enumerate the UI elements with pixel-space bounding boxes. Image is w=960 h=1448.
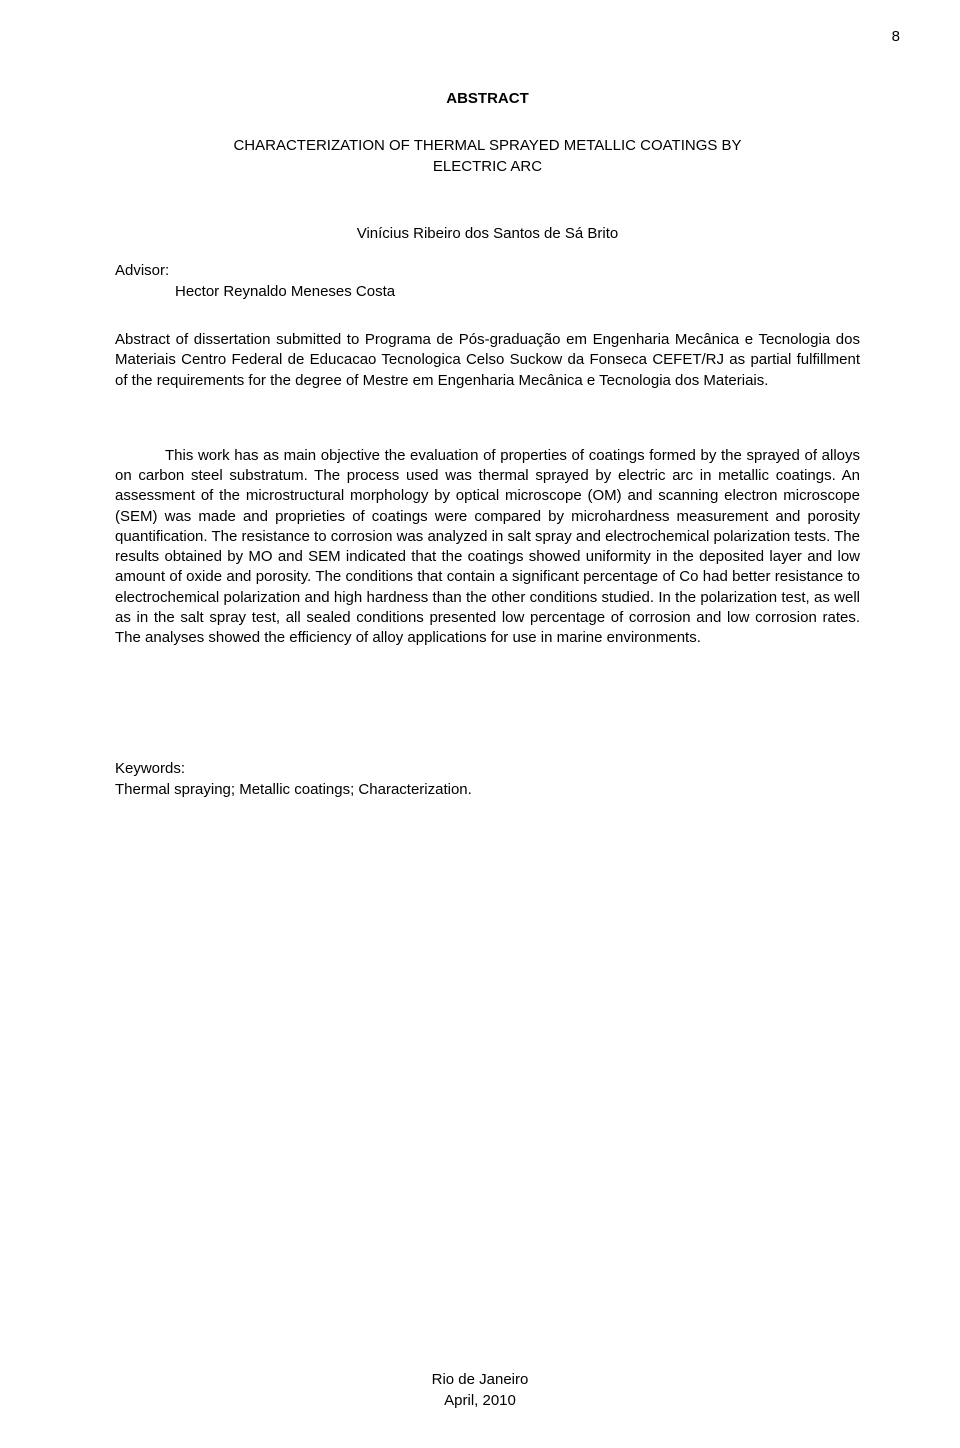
advisor-name: Hector Reynaldo Meneses Costa (115, 281, 860, 302)
abstract-header: ABSTRACT (115, 90, 860, 107)
footer-place: Rio de Janeiro (432, 1371, 529, 1388)
advisor-block: Advisor: Hector Reynaldo Meneses Costa (115, 260, 860, 302)
keywords-text: Thermal spraying; Metallic coatings; Cha… (115, 781, 472, 798)
abstract-body: This work has as main objective the eval… (115, 446, 860, 649)
title-line-1: CHARACTERIZATION OF THERMAL SPRAYED META… (233, 137, 741, 154)
author-name: Vinícius Ribeiro dos Santos de Sá Brito (115, 225, 860, 242)
affiliation-text: Abstract of dissertation submitted to Pr… (115, 330, 860, 391)
abstract-body-text: This work has as main objective the eval… (115, 447, 860, 646)
footer: Rio de Janeiro April, 2010 (0, 1369, 960, 1411)
keywords-label: Keywords: (115, 760, 185, 777)
keywords-block: Keywords: Thermal spraying; Metallic coa… (115, 758, 860, 800)
document-title: CHARACTERIZATION OF THERMAL SPRAYED META… (115, 135, 860, 177)
advisor-label: Advisor: (115, 260, 860, 281)
page-number: 8 (892, 28, 900, 45)
title-line-2: ELECTRIC ARC (433, 158, 542, 175)
footer-date: April, 2010 (444, 1392, 516, 1409)
